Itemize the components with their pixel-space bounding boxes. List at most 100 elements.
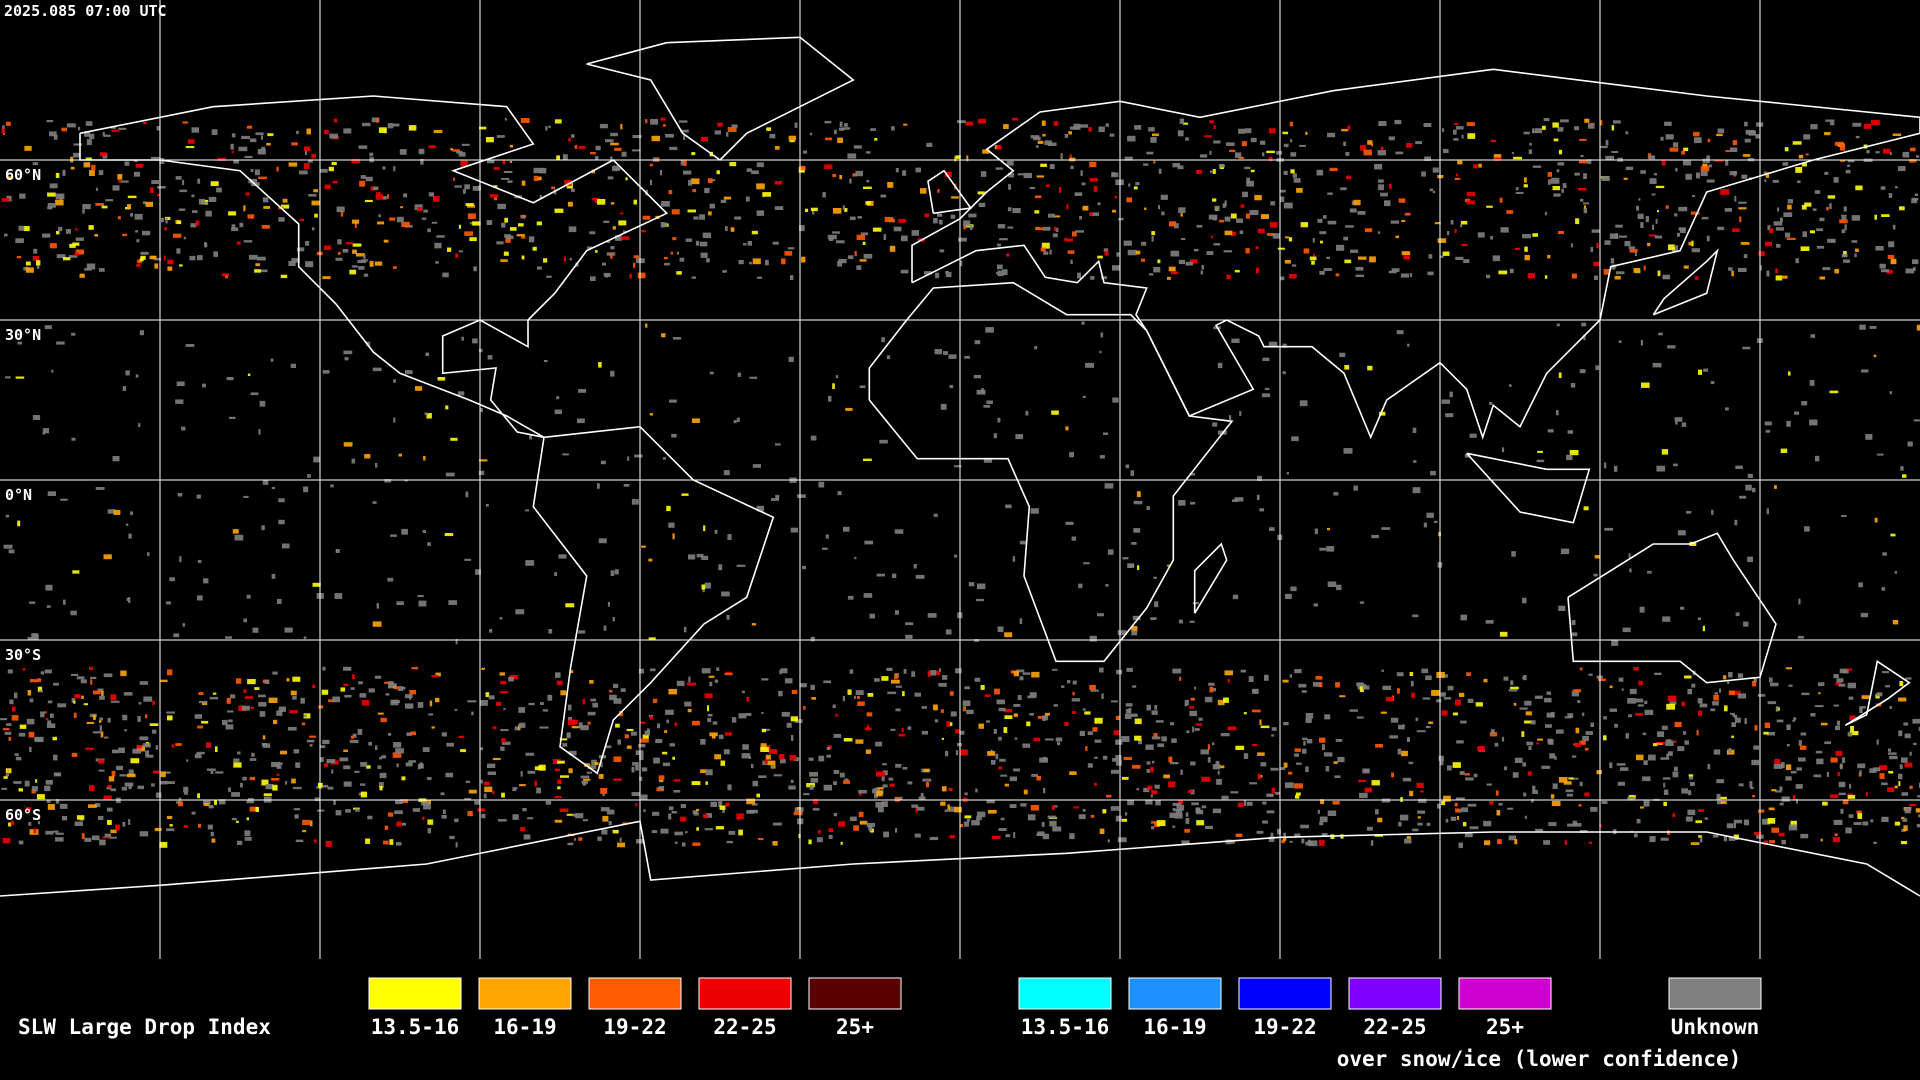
cloud-pixel xyxy=(388,812,394,817)
cloud-pixel xyxy=(376,118,379,123)
cloud-pixel xyxy=(651,135,660,142)
cloud-pixel xyxy=(1711,509,1714,515)
cloud-pixel xyxy=(1913,742,1917,746)
cloud-pixel xyxy=(761,728,767,733)
cloud-pixel xyxy=(132,748,142,754)
cloud-pixel xyxy=(1230,839,1235,844)
cloud-pixel xyxy=(374,675,382,679)
cloud-pixel xyxy=(1525,711,1532,716)
cloud-pixel xyxy=(1674,213,1678,217)
cloud-pixel xyxy=(663,262,670,266)
cloud-pixel xyxy=(46,723,56,728)
timestamp: 2025.085 07:00 UTC xyxy=(4,2,167,20)
cloud-pixel xyxy=(903,669,907,674)
cloud-pixel xyxy=(528,236,535,243)
cloud-pixel xyxy=(1734,196,1737,202)
cloud-pixel xyxy=(835,713,838,717)
cloud-pixel xyxy=(812,799,819,805)
cloud-pixel xyxy=(551,186,555,190)
cloud-pixel xyxy=(849,669,854,674)
cloud-pixel xyxy=(1345,152,1350,156)
cloud-pixel xyxy=(1647,242,1651,247)
cloud-pixel xyxy=(749,261,752,265)
cloud-pixel xyxy=(1339,695,1346,698)
cloud-pixel xyxy=(1412,487,1421,494)
cloud-pixel xyxy=(1441,710,1448,716)
cloud-pixel xyxy=(838,127,845,131)
cloud-pixel xyxy=(262,743,271,748)
cloud-pixel xyxy=(1714,692,1718,695)
cloud-pixel xyxy=(918,796,926,801)
cloud-pixel xyxy=(1004,715,1013,719)
cloud-pixel xyxy=(322,739,330,745)
cloud-pixel xyxy=(331,769,334,774)
cloud-pixel xyxy=(19,724,27,729)
cloud-pixel xyxy=(1648,754,1656,761)
cloud-pixel xyxy=(1911,197,1919,201)
cloud-pixel xyxy=(363,273,369,277)
cloud-pixel xyxy=(74,821,83,826)
cloud-pixel xyxy=(444,533,454,537)
cloud-pixel xyxy=(1486,205,1493,208)
cloud-pixel xyxy=(367,815,373,820)
cloud-pixel xyxy=(1320,799,1325,805)
cloud-pixel xyxy=(272,671,278,675)
cloud-pixel xyxy=(1276,151,1283,155)
cloud-pixel xyxy=(1441,399,1450,404)
cloud-pixel xyxy=(1464,832,1473,838)
cloud-pixel xyxy=(1410,680,1414,687)
cloud-pixel xyxy=(1074,192,1083,196)
cloud-pixel xyxy=(268,697,278,703)
cloud-pixel xyxy=(927,671,931,677)
cloud-pixel xyxy=(1012,556,1016,562)
cloud-pixel xyxy=(1492,255,1500,262)
cloud-pixel xyxy=(1042,226,1051,231)
cloud-pixel xyxy=(1467,698,1474,703)
cloud-pixel xyxy=(433,196,440,202)
cloud-pixel xyxy=(1571,273,1577,279)
cloud-pixel xyxy=(1380,146,1384,151)
cloud-pixel xyxy=(308,159,313,163)
cloud-pixel xyxy=(876,573,885,577)
cloud-pixel xyxy=(540,702,544,705)
cloud-pixel xyxy=(349,269,357,275)
cloud-pixel xyxy=(1172,807,1176,812)
cloud-pixel xyxy=(949,691,954,696)
cloud-pixel xyxy=(660,117,666,121)
cloud-pixel xyxy=(1699,703,1708,708)
cloud-pixel xyxy=(1123,756,1132,760)
cloud-pixel xyxy=(565,603,575,608)
cloud-pixel xyxy=(894,529,904,534)
cloud-pixel xyxy=(730,227,735,232)
cloud-pixel xyxy=(638,668,644,674)
cloud-pixel xyxy=(1336,244,1345,251)
cloud-pixel xyxy=(1124,156,1133,161)
cloud-pixel xyxy=(1587,159,1592,164)
cloud-pixel xyxy=(1617,781,1625,786)
cloud-pixel xyxy=(378,214,381,218)
cloud-pixel xyxy=(825,534,829,539)
cloud-pixel xyxy=(446,742,454,747)
cloud-pixel xyxy=(1916,324,1920,331)
cloud-pixel xyxy=(1013,768,1020,772)
cloud-pixel xyxy=(1778,832,1785,837)
cloud-pixel xyxy=(661,201,670,207)
cloud-pixel xyxy=(632,762,639,766)
cloud-pixel xyxy=(419,762,423,769)
cloud-pixel xyxy=(1041,242,1050,249)
cloud-pixel xyxy=(1775,268,1778,274)
cloud-pixel xyxy=(1232,594,1239,600)
cloud-pixel xyxy=(1784,147,1789,152)
cloud-pixel xyxy=(575,813,584,819)
cloud-pixel xyxy=(886,667,893,671)
cloud-pixel xyxy=(1660,837,1669,841)
cloud-pixel xyxy=(1000,774,1008,777)
cloud-pixel xyxy=(1905,268,1915,274)
cloud-pixel xyxy=(1890,533,1896,537)
cloud-pixel xyxy=(151,180,159,184)
cloud-pixel xyxy=(603,220,610,223)
cloud-pixel xyxy=(1398,198,1406,203)
cloud-pixel xyxy=(1180,238,1186,240)
cloud-pixel xyxy=(920,792,924,798)
cloud-pixel xyxy=(126,597,129,602)
